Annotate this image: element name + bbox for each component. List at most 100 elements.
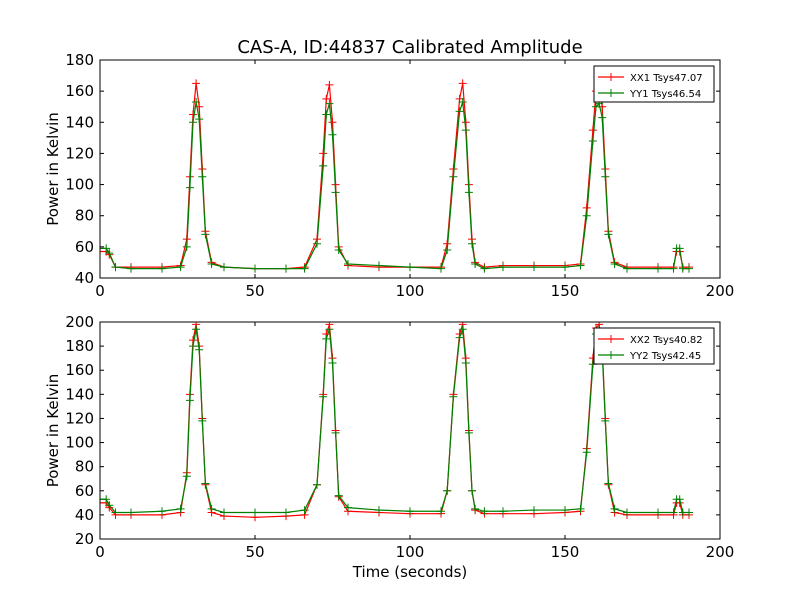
- data-point: [443, 245, 452, 254]
- y-tick-label: 60: [75, 482, 94, 500]
- data-point: [313, 239, 321, 248]
- data-point: [375, 506, 383, 515]
- data-point: [201, 230, 210, 239]
- data-point: [328, 130, 337, 139]
- data-point: [576, 504, 585, 513]
- data-point: [182, 242, 191, 251]
- data-point: [158, 507, 166, 516]
- legend-box: [593, 327, 715, 365]
- y-axis-label: Power in Kelvin: [44, 374, 62, 488]
- x-tick-label: 0: [95, 543, 105, 561]
- data-point: [406, 263, 414, 272]
- data-point: [480, 507, 489, 516]
- data-point: [325, 99, 334, 108]
- data-point: [582, 211, 591, 220]
- data-point: [201, 479, 210, 488]
- data-point: [328, 118, 337, 127]
- y-tick-label: 140: [65, 385, 94, 403]
- data-point: [675, 244, 684, 253]
- data-point: [443, 486, 452, 495]
- data-point: [455, 107, 464, 116]
- y-tick-label: 100: [65, 434, 94, 452]
- data-point: [437, 507, 445, 516]
- data-point: [598, 113, 607, 122]
- y-axis-label: Power in Kelvin: [44, 112, 62, 226]
- legend-marker: [607, 335, 615, 343]
- data-point: [588, 126, 597, 135]
- data-point: [182, 472, 191, 481]
- data-point: [499, 507, 507, 516]
- y-tick-label: 120: [65, 144, 94, 162]
- data-point: [530, 506, 538, 515]
- data-point: [220, 263, 228, 272]
- data-point: [192, 79, 201, 88]
- x-tick-label: 100: [396, 543, 425, 561]
- data-point: [461, 126, 470, 135]
- data-point: [610, 504, 619, 513]
- x-tick-label: 200: [706, 543, 735, 561]
- data-point: [669, 264, 678, 273]
- legend: XX1 Tsys47.07 YY1 Tsys46.54: [593, 65, 715, 103]
- x-tick-label: 100: [396, 282, 425, 300]
- series-2: [100, 325, 693, 517]
- data-point: [195, 115, 204, 124]
- data-point: [461, 358, 470, 367]
- data-point: [406, 507, 414, 516]
- data-point: [344, 259, 352, 268]
- data-point: [601, 416, 610, 425]
- y-tick-label: 120: [65, 409, 94, 427]
- data-point: [654, 264, 662, 273]
- data-point: [192, 325, 201, 334]
- chart-title: CAS-A, ID:44837 Calibrated Amplitude: [237, 37, 582, 58]
- x-axis-label: Time (seconds): [352, 563, 468, 581]
- x-tick-label: 150: [551, 543, 580, 561]
- legend-entry: YY2 Tsys42.45: [629, 351, 701, 362]
- y-tick-label: 160: [65, 82, 94, 100]
- data-point: [449, 392, 458, 401]
- data-point: [189, 110, 197, 119]
- data-point: [610, 259, 619, 268]
- series-line: [100, 101, 689, 270]
- data-point: [480, 264, 489, 273]
- y-tick-label: 40: [75, 269, 94, 287]
- data-point: [449, 172, 458, 181]
- legend-marker: [607, 89, 615, 97]
- data-point: [561, 506, 569, 515]
- data-point: [654, 508, 662, 517]
- data-point: [375, 261, 383, 270]
- y-tick-label: 100: [65, 176, 94, 194]
- x-tick-label: 50: [245, 282, 264, 300]
- data-point: [185, 183, 194, 192]
- data-point: [499, 263, 507, 272]
- y-tick-label: 180: [65, 337, 94, 355]
- data-point: [331, 428, 340, 437]
- data-point: [530, 263, 538, 272]
- subplot-1: 0 50 100 150 200 40 60 80 100 120 140 160 180 Power i…: [44, 51, 734, 300]
- data-point: [189, 342, 197, 351]
- data-point: [669, 508, 678, 517]
- data-point: [102, 244, 111, 253]
- data-point: [344, 503, 352, 512]
- data-point: [319, 161, 328, 170]
- data-point: [601, 172, 610, 181]
- data-point: [251, 508, 259, 517]
- data-point: [198, 172, 207, 181]
- data-point: [127, 264, 135, 273]
- y-tick-label: 20: [75, 530, 94, 548]
- data-point: [282, 508, 290, 517]
- data-point: [102, 495, 111, 504]
- data-point: [300, 264, 309, 273]
- data-point: [220, 508, 228, 517]
- data-point: [176, 263, 185, 272]
- data-point: [313, 480, 321, 489]
- data-point: [331, 188, 340, 197]
- data-point: [319, 392, 328, 401]
- data-point: [468, 239, 476, 248]
- data-point: [604, 479, 613, 488]
- data-point: [195, 345, 204, 354]
- data-point: [458, 325, 467, 334]
- legend-entry: YY1 Tsys46.54: [629, 89, 701, 100]
- data-point: [455, 333, 464, 342]
- data-point: [458, 79, 467, 88]
